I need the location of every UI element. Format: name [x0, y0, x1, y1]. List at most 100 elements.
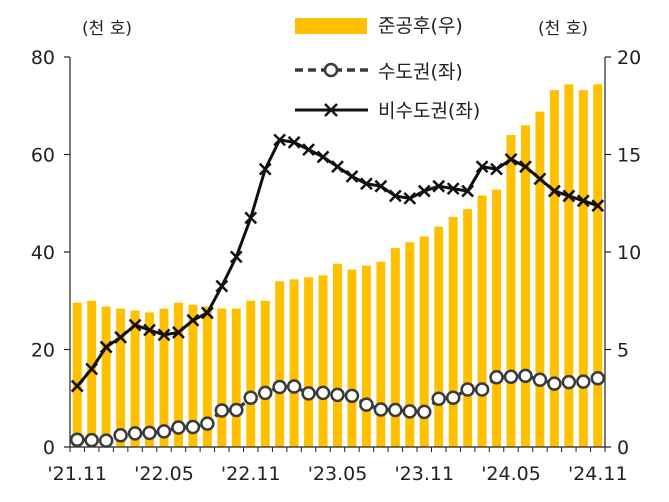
bar	[289, 279, 299, 447]
line-point-x	[200, 306, 214, 320]
bar	[520, 125, 530, 447]
line-point-circle	[503, 369, 519, 385]
line-point-x	[446, 182, 460, 196]
x-tick-label: '24.11	[568, 463, 628, 485]
bar	[405, 242, 415, 447]
bar	[361, 265, 371, 447]
line-point-x	[273, 133, 287, 147]
line-point-x	[374, 179, 388, 193]
x-tick-label: '24.05	[481, 463, 541, 485]
line-point-x	[591, 199, 605, 213]
line-series	[69, 133, 606, 448]
left-axis-unit: (천 호)	[82, 19, 132, 39]
line-point-circle	[84, 432, 99, 448]
right-tick-label: 5	[617, 340, 629, 362]
line-point-x	[99, 340, 113, 354]
line-point-circle	[257, 385, 273, 401]
line-point-x	[114, 330, 127, 344]
left-tick-label: 20	[31, 340, 55, 362]
line-point-circle	[330, 387, 345, 403]
line-point-circle	[98, 433, 114, 448]
bar	[231, 308, 241, 447]
line-point-x	[562, 189, 576, 203]
x-tick-label: '22.11	[221, 463, 281, 485]
bar	[506, 135, 516, 447]
bar	[549, 90, 559, 448]
legend-label-bar: 준공후(우)	[378, 15, 463, 37]
bar	[448, 216, 458, 447]
line-point-circle	[156, 424, 172, 439]
line-point-x	[172, 326, 185, 339]
line-point-circle	[576, 374, 591, 389]
line-point-circle	[243, 390, 258, 406]
bar	[593, 84, 603, 448]
bar	[477, 195, 487, 447]
bar	[188, 304, 198, 447]
bar	[217, 308, 227, 447]
line-point-circle	[272, 379, 287, 395]
line-point-x	[244, 211, 258, 225]
bar	[116, 308, 126, 447]
line-point-circle	[373, 402, 389, 417]
right-tick-label: 20	[617, 47, 641, 69]
bar	[390, 248, 400, 447]
bar	[376, 261, 386, 447]
legend-label-line-1: 수도권(좌)	[378, 61, 463, 83]
line-point-circle	[185, 419, 201, 435]
bar	[145, 312, 155, 447]
line-point-circle	[388, 402, 403, 418]
bar	[246, 300, 256, 447]
line-point-x	[331, 160, 344, 174]
line-point-x	[143, 323, 156, 337]
bar	[304, 277, 314, 447]
line-point-x	[490, 162, 503, 176]
line-point-circle	[561, 374, 577, 390]
line-point-x	[316, 150, 330, 164]
right-tick-label: 10	[617, 242, 641, 264]
bar	[578, 90, 588, 448]
axes: 0 20 40 60 80 0 5 10 15 20 '21.11 '22.05 '22.11 '23.0…	[31, 47, 641, 485]
bar	[173, 302, 183, 447]
bar-series	[72, 84, 603, 448]
line-point-circle	[532, 372, 548, 387]
line-point-x	[302, 143, 315, 157]
line-point-circle	[301, 386, 316, 401]
line-point-circle	[460, 382, 475, 397]
legend-x-marker	[324, 103, 338, 117]
x-tick-label: '22.05	[134, 463, 194, 485]
line-point-x	[287, 135, 301, 149]
line-point-x	[229, 250, 243, 264]
line-point-x	[258, 162, 272, 176]
bar	[130, 310, 140, 447]
line-point-circle	[171, 420, 186, 435]
right-tick-label: 0	[617, 437, 629, 459]
bar	[72, 302, 82, 447]
line-point-circle	[359, 397, 374, 412]
line-point-circle	[315, 385, 331, 401]
bar	[101, 306, 111, 447]
line-point-circle	[69, 432, 85, 447]
line-point-circle	[214, 403, 230, 418]
bar	[463, 209, 473, 447]
line-point-x	[345, 170, 359, 183]
line-point-circle	[489, 370, 504, 385]
bar	[333, 263, 342, 447]
line-point-x	[403, 191, 417, 205]
legend-label-line-2: 비수도권(좌)	[378, 100, 480, 122]
legend-circle-marker	[323, 62, 339, 78]
line-point-x	[215, 279, 229, 293]
line-point-x	[576, 194, 590, 208]
line-point-x	[85, 362, 99, 376]
legend-bar-swatch	[295, 18, 367, 34]
bar	[492, 189, 502, 447]
line-point-circle	[547, 376, 562, 391]
left-tick-label: 80	[31, 47, 55, 69]
line-point-circle	[417, 404, 432, 420]
line-point-x	[533, 172, 547, 186]
line-point-circle	[518, 368, 533, 384]
bar	[347, 269, 357, 447]
left-tick-label: 60	[31, 145, 55, 167]
line-point-circle	[474, 382, 490, 397]
line-point-circle	[445, 390, 461, 406]
line-point-x	[548, 184, 561, 198]
